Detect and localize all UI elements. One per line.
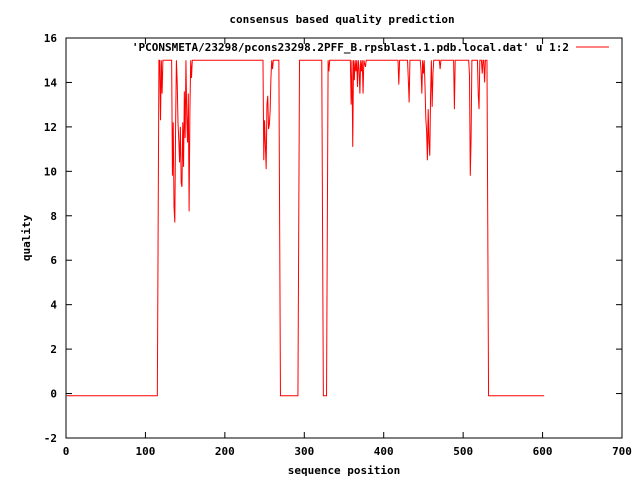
x-tick-label: 500 — [453, 445, 473, 458]
x-tick-labels: 0 100 200 300 400 500 600 700 — [63, 445, 632, 458]
x-tick-label: 300 — [294, 445, 314, 458]
y-tick-label: 16 — [44, 32, 58, 45]
y-tick-label: 8 — [50, 210, 57, 223]
y-tick-label: 4 — [50, 299, 57, 312]
x-tick-label: 0 — [63, 445, 70, 458]
y-tick-label: 0 — [50, 388, 57, 401]
plot-frame — [65, 37, 623, 439]
y-tick-label: 14 — [44, 76, 58, 89]
y-tick-label: 12 — [44, 121, 57, 134]
y-tick-label: 10 — [44, 165, 57, 178]
y-tick-label: -2 — [44, 432, 57, 445]
x-tick-label: 700 — [612, 445, 632, 458]
y-tick-labels: -2 0 2 4 6 8 10 12 14 16 — [44, 32, 58, 445]
legend: 'PCONSMETA/23298/pcons23298.2PFF_B.rpsbl… — [132, 41, 609, 54]
legend-series-label: 'PCONSMETA/23298/pcons23298.2PFF_B.rpsbl… — [132, 41, 569, 54]
x-axis-label: sequence position — [288, 464, 401, 477]
x-tick-label: 200 — [215, 445, 235, 458]
quality-series-line — [66, 59, 545, 397]
y-tick-label: 2 — [50, 343, 57, 356]
x-tick-label: 400 — [374, 445, 394, 458]
y-tick-label: 6 — [50, 254, 57, 267]
chart-title: consensus based quality prediction — [229, 13, 454, 26]
x-tick-label: 600 — [533, 445, 553, 458]
x-tick-label: 100 — [135, 445, 155, 458]
y-axis-label: quality — [20, 214, 33, 261]
